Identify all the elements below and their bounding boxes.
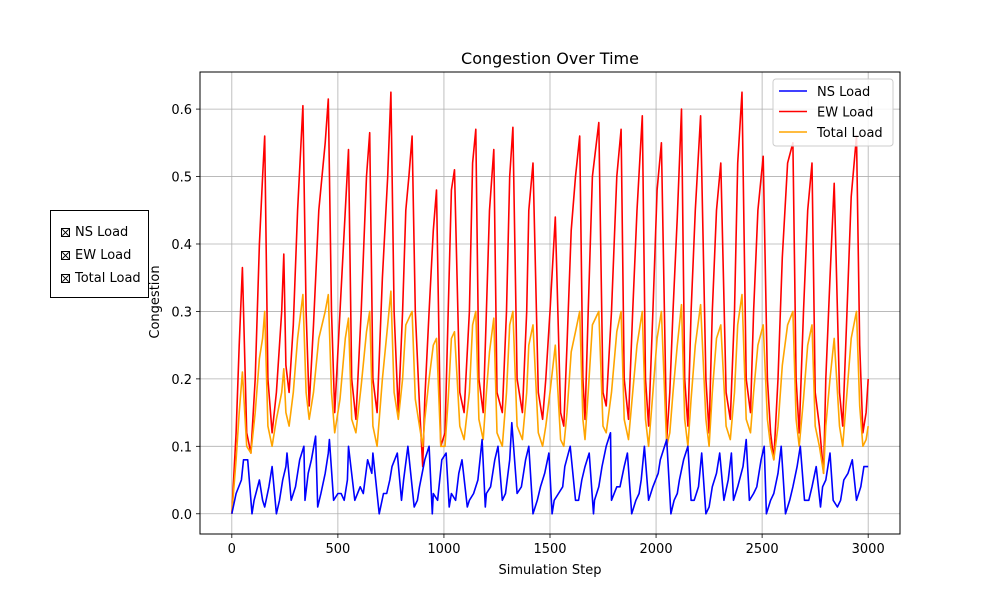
x-tick-label: 0 [228,542,236,557]
chart-title: Congestion Over Time [461,49,639,68]
y-tick-label: 0.4 [171,238,192,253]
y-tick-label: 0.1 [171,440,192,455]
legend-label: EW Load [817,106,873,121]
chart-legend: NS Load EW Load Total Load [772,78,894,147]
y-tick-label: 0.2 [171,373,192,388]
tick-layer: 0 500 1000 1500 2000 2500 3000 0.0 0.1 0.2 0.3 0.4 0… [171,103,884,557]
y-tick-label: 0.6 [171,103,192,118]
y-tick-label: 0.0 [171,508,192,523]
y-tick-label: 0.5 [171,171,192,186]
series-line-total-load [231,290,869,514]
checkbox-checked-icon[interactable] [61,227,70,237]
toggle-label: EW Load [75,247,132,263]
series-line-ns-load [231,421,869,515]
toggle-ew-load[interactable]: EW Load [61,245,131,265]
y-tick-label: 0.3 [171,305,192,320]
legend-label: Total Load [816,126,883,141]
toggle-total-load[interactable]: Total Load [61,268,141,288]
toggle-label: Total Load [75,270,141,286]
series-line-ew-load [231,91,869,514]
x-tick-label: 1500 [533,542,566,557]
y-axis-label: Congestion [148,265,163,338]
x-tick-label: 500 [325,542,350,557]
x-tick-label: 2500 [746,542,779,557]
checkbox-checked-icon[interactable] [61,250,70,260]
x-tick-label: 1000 [427,542,460,557]
series-toggle-panel: NS Load EW Load Total Load [50,210,149,298]
x-tick-label: 2000 [640,542,673,557]
x-axis-label: Simulation Step [499,563,602,578]
x-tick-label: 3000 [852,542,885,557]
legend-label: NS Load [817,85,870,100]
legend-box [772,78,894,147]
toggle-ns-load[interactable]: NS Load [61,222,128,242]
toggle-label: NS Load [75,224,129,240]
series-layer [231,91,869,515]
checkbox-checked-icon[interactable] [61,273,70,283]
